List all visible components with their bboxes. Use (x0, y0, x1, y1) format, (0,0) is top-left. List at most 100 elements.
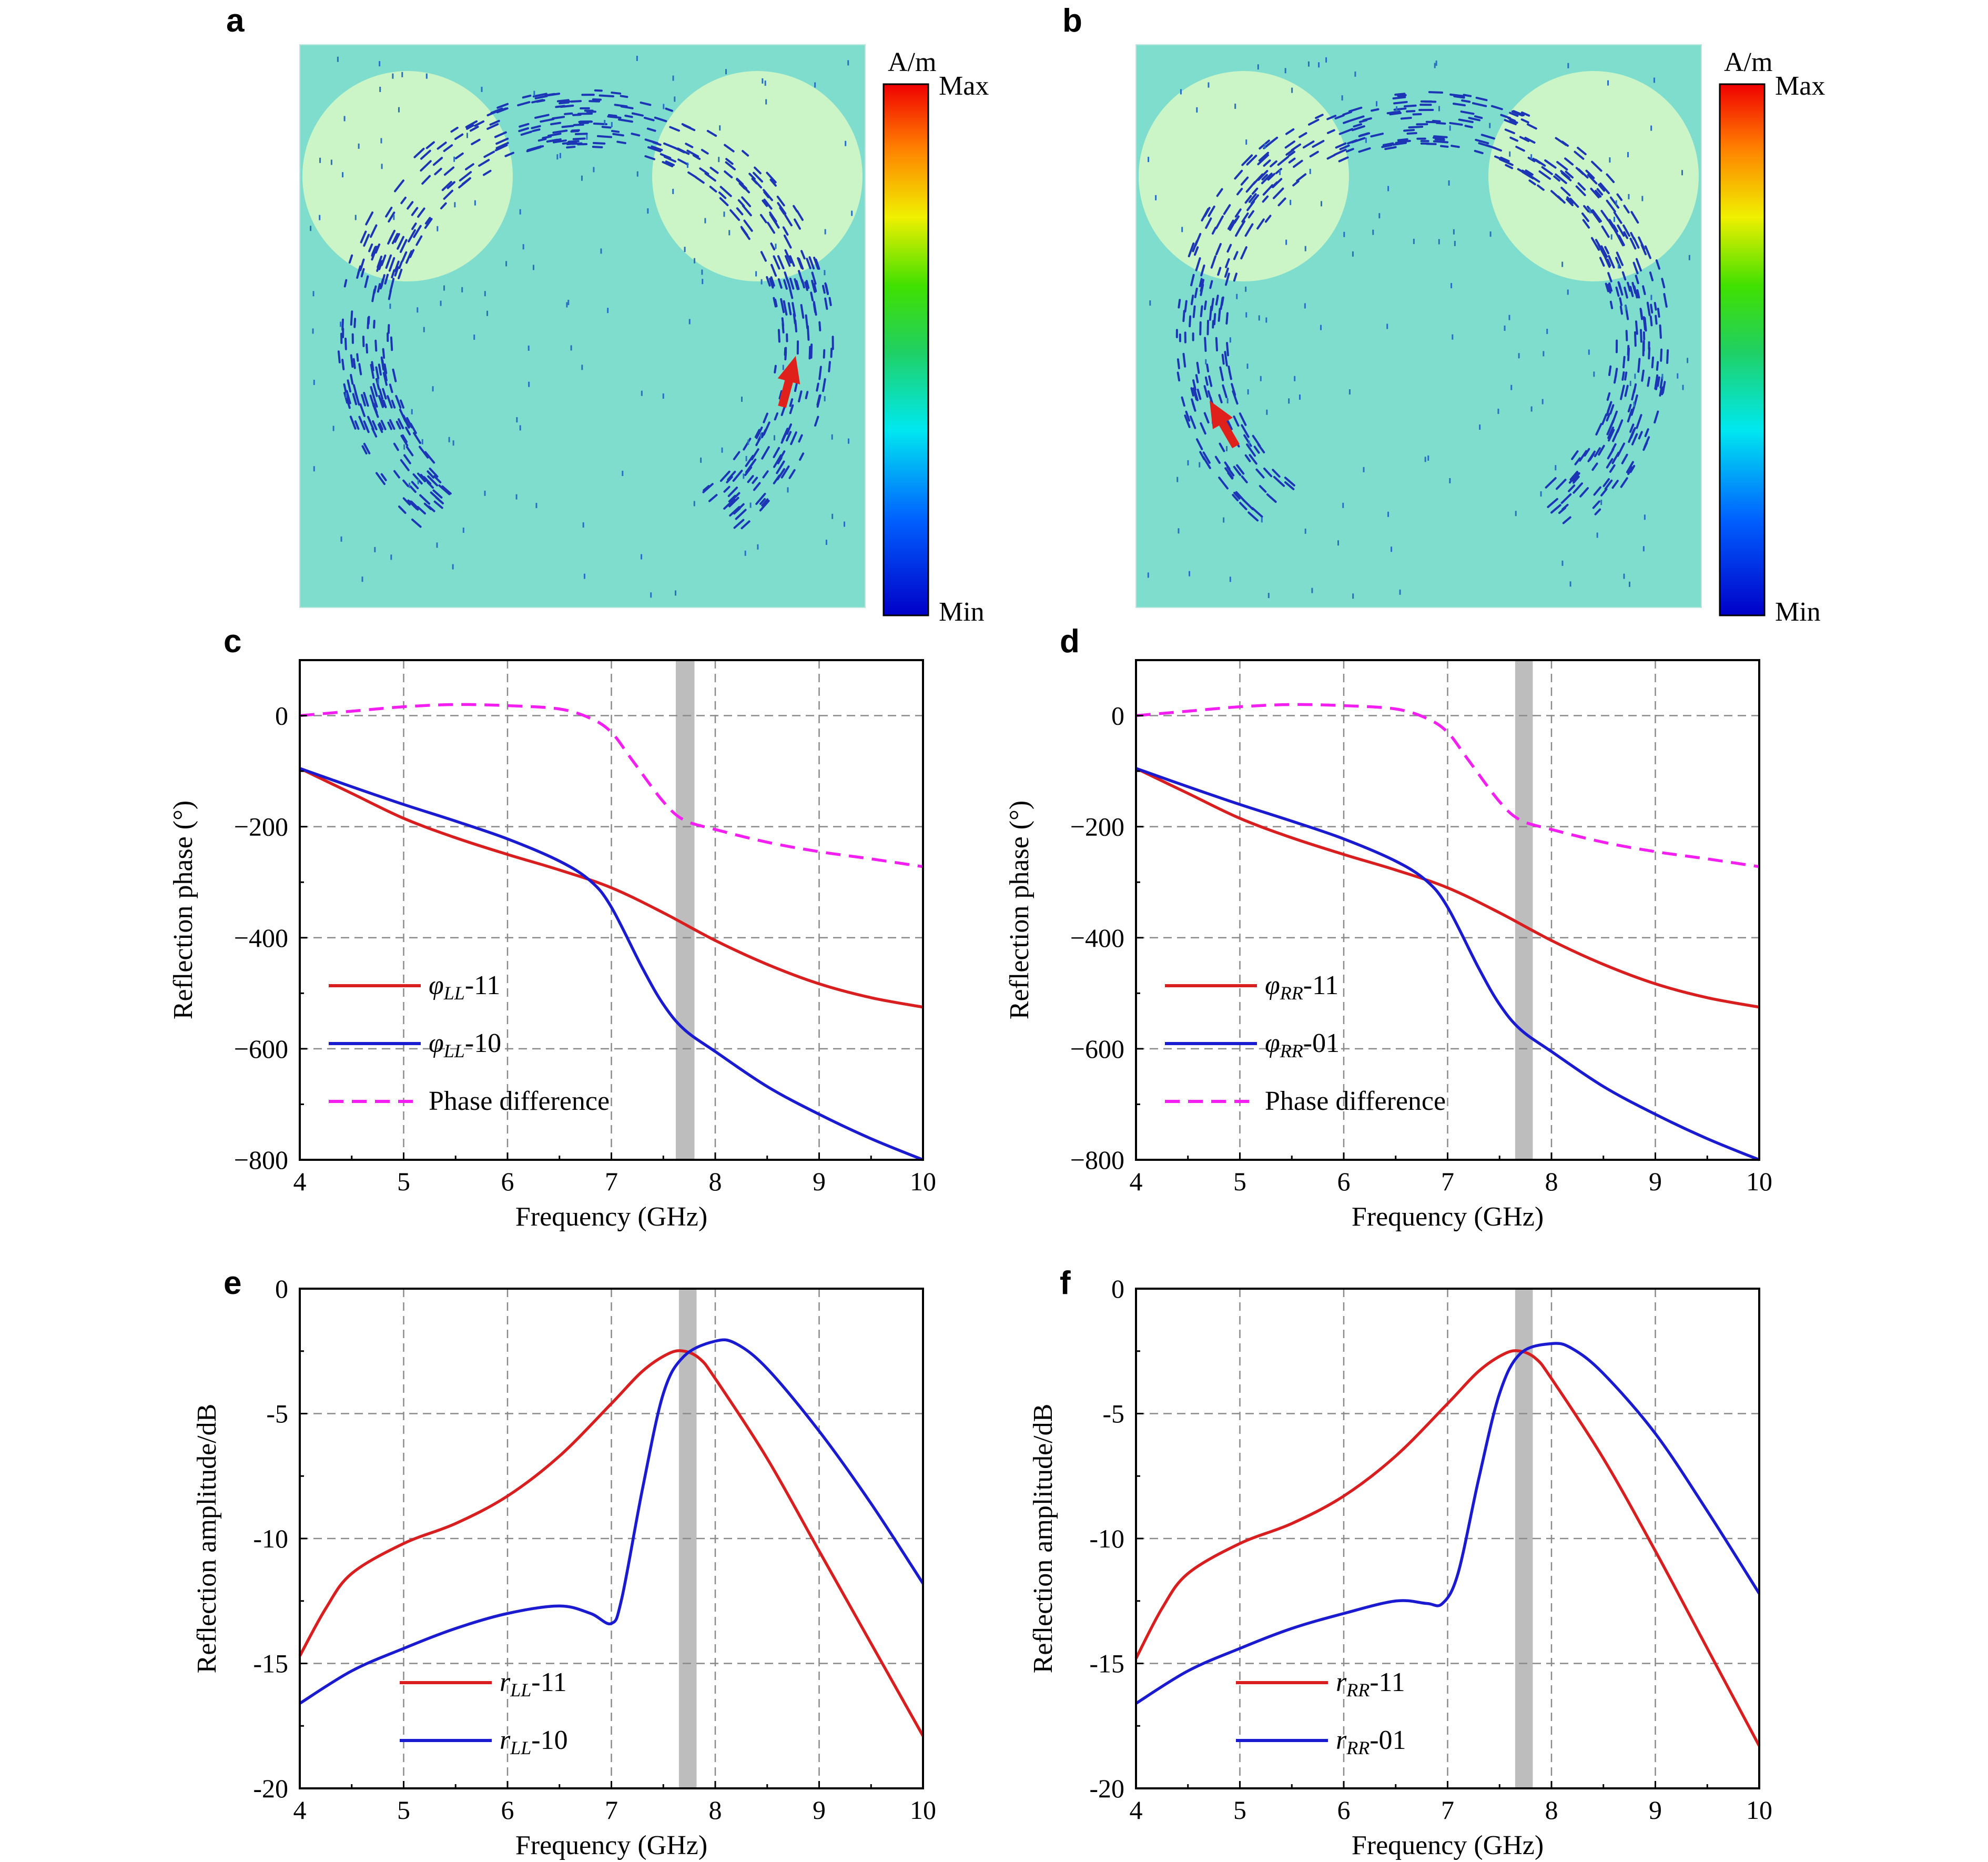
current-arrow (1515, 146, 1525, 152)
current-arrow (1333, 148, 1347, 156)
current-arrow (1595, 423, 1602, 436)
current-arrow (450, 126, 459, 133)
current-arrow (1234, 169, 1243, 180)
current-arrow (1528, 179, 1536, 186)
current-arrow (783, 279, 788, 290)
current-arrow (1192, 379, 1196, 391)
current-arrow (754, 429, 760, 438)
current-arrow (537, 138, 547, 142)
current-arrow (1612, 428, 1620, 442)
current-arrow (353, 318, 357, 328)
current-arrow (1351, 137, 1366, 144)
legend-name: Phase difference (429, 1086, 610, 1116)
current-arrow (813, 301, 817, 316)
current-arrow (496, 103, 509, 109)
current-arrow (719, 197, 729, 206)
current-arrow (394, 260, 400, 272)
current-arrow (1630, 211, 1639, 224)
current-arrow (1216, 188, 1223, 197)
panel-label: c (224, 623, 241, 660)
current-arrow (1184, 300, 1188, 313)
current-arrow (433, 500, 443, 509)
current-arrow (1622, 356, 1626, 369)
current-arrow (800, 250, 806, 260)
colorbar-max: Max (1775, 71, 1825, 101)
current-arrow (727, 487, 738, 498)
y-tick-label: −200 (1070, 812, 1124, 842)
current-arrow (1259, 485, 1267, 493)
current-arrow (1609, 300, 1614, 309)
current-arrow (1504, 128, 1515, 135)
y-tick-label: -5 (266, 1399, 288, 1429)
current-arrow (495, 137, 509, 145)
current-arrow (399, 239, 408, 253)
current-arrow (780, 430, 788, 444)
y-axis-title: Reflection amplitude/dB (192, 1404, 222, 1674)
current-arrow (1621, 371, 1625, 381)
current-arrow (1598, 184, 1606, 192)
current-arrow (352, 393, 358, 406)
series-line-1 (299, 767, 924, 1161)
current-arrow (733, 519, 745, 529)
current-arrow (1654, 410, 1659, 424)
current-arrow (1251, 507, 1263, 518)
legend-suffix: -10 (531, 1725, 567, 1755)
current-arrow (1520, 111, 1530, 117)
current-arrow (1382, 142, 1394, 146)
current-arrow (1256, 218, 1265, 230)
current-arrow (1592, 500, 1600, 509)
current-arrow (1615, 257, 1621, 269)
current-arrow (1656, 361, 1659, 371)
current-arrow (1176, 358, 1180, 369)
current-arrow (1252, 173, 1264, 185)
current-arrow (378, 394, 384, 408)
current-arrow (592, 98, 602, 101)
current-arrow (1210, 255, 1217, 269)
current-arrow (368, 243, 373, 252)
current-arrow (1605, 282, 1609, 292)
current-arrow (1582, 219, 1590, 229)
current-arrow (805, 280, 810, 289)
current-arrow (1203, 385, 1209, 398)
current-arrow (1188, 242, 1195, 258)
current-arrow (1606, 173, 1615, 184)
current-arrow (465, 120, 478, 128)
current-arrow (1219, 366, 1224, 381)
current-arrow (1598, 444, 1605, 456)
current-arrow (1464, 125, 1473, 128)
current-arrow (437, 141, 447, 150)
current-arrow (1562, 516, 1571, 524)
current-arrow (1215, 215, 1224, 229)
current-arrow (1621, 453, 1628, 464)
current-arrow (1241, 475, 1248, 483)
current-arrow (1247, 210, 1254, 219)
current-arrow (1527, 123, 1537, 130)
current-arrow (1272, 178, 1283, 188)
legend-suffix: -01 (1303, 1028, 1340, 1058)
current-arrow (356, 353, 359, 362)
x-tick-label: 7 (1441, 1167, 1454, 1196)
current-arrow (364, 275, 369, 288)
current-arrow (805, 314, 809, 329)
current-arrow (1234, 208, 1242, 218)
current-arrow (1393, 100, 1408, 105)
current-arrow (401, 251, 408, 262)
current-arrow (1611, 480, 1619, 489)
current-arrow (1638, 431, 1643, 440)
legend-entry: rRR-01 (1336, 1725, 1406, 1758)
current-arrow (1644, 245, 1651, 259)
series-line-0 (1134, 1349, 1761, 1747)
legend-name: φ (1265, 970, 1280, 1000)
current-arrow (526, 146, 542, 153)
current-arrow (1277, 156, 1289, 166)
current-arrow (1611, 410, 1618, 424)
current-arrow (742, 150, 749, 157)
current-arrow (761, 446, 770, 460)
current-arrow (1225, 258, 1230, 268)
y-tick-label: -10 (253, 1524, 288, 1553)
current-arrow (1555, 479, 1567, 490)
current-arrow (409, 485, 417, 493)
legend-entry: Phase difference (1265, 1086, 1446, 1116)
legend-subscript: RR (1280, 983, 1303, 1004)
current-arrow (1575, 185, 1586, 196)
